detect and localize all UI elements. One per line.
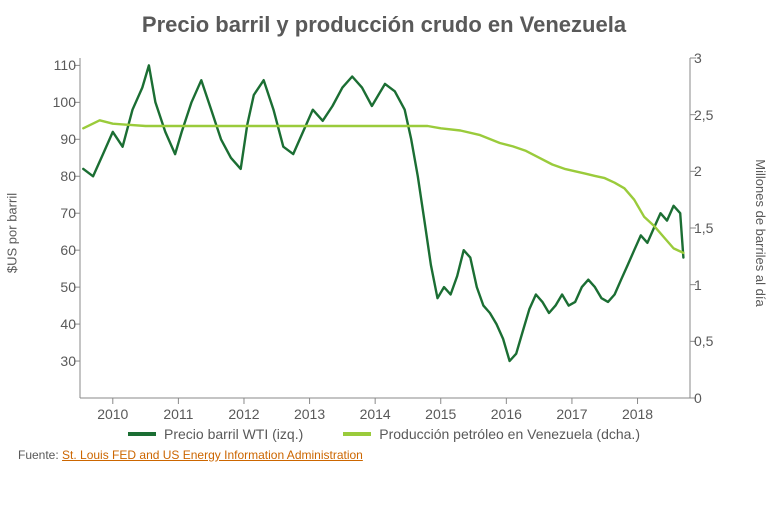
y-right-tick: 0 bbox=[694, 390, 702, 406]
source-prefix: Fuente: bbox=[18, 448, 62, 462]
chart-title: Precio barril y producción crudo en Vene… bbox=[18, 12, 750, 38]
y-left-tick: 90 bbox=[60, 131, 76, 147]
y-left-tick: 30 bbox=[60, 353, 76, 369]
x-tick: 2011 bbox=[163, 406, 193, 422]
legend: Precio barril WTI (izq.) Producción petró… bbox=[18, 426, 750, 442]
x-tick: 2014 bbox=[360, 406, 391, 422]
x-tick: 2013 bbox=[294, 406, 325, 422]
y-right-tick: 2 bbox=[694, 163, 702, 179]
y-left-tick: 80 bbox=[60, 168, 76, 184]
chart-svg bbox=[18, 44, 752, 422]
y-right-tick: 1,5 bbox=[694, 220, 713, 236]
y-left-tick: 70 bbox=[60, 205, 76, 221]
x-tick: 2018 bbox=[622, 406, 653, 422]
legend-swatch bbox=[343, 432, 371, 436]
x-tick: 2012 bbox=[228, 406, 259, 422]
x-tick: 2016 bbox=[491, 406, 522, 422]
y-right-tick: 2,5 bbox=[694, 107, 713, 123]
legend-swatch bbox=[128, 432, 156, 436]
y-left-tick: 50 bbox=[60, 279, 76, 295]
x-tick: 2015 bbox=[425, 406, 456, 422]
y-right-tick: 1 bbox=[694, 277, 702, 293]
x-tick: 2010 bbox=[97, 406, 128, 422]
y-left-tick: 110 bbox=[54, 57, 76, 73]
y-left-ticks: 30 40 50 60 70 80 90 100 110 bbox=[18, 44, 80, 422]
source-line: Fuente: St. Louis FED and US Energy Info… bbox=[18, 448, 750, 462]
plot-area: $US por barril Millones de barriles al d… bbox=[18, 44, 752, 422]
y-left-tick: 60 bbox=[60, 242, 76, 258]
legend-item: Precio barril WTI (izq.) bbox=[128, 426, 303, 442]
chart-container: Precio barril y producción crudo en Vene… bbox=[0, 0, 768, 522]
legend-item: Producción petróleo en Venezuela (dcha.) bbox=[343, 426, 640, 442]
legend-label: Producción petróleo en Venezuela (dcha.) bbox=[379, 426, 640, 442]
y-right-tick: 0,5 bbox=[694, 333, 713, 349]
y-right-ticks: 0 0,5 1 1,5 2 2,5 3 bbox=[690, 44, 752, 422]
source-link[interactable]: St. Louis FED and US Energy Information … bbox=[62, 448, 363, 462]
y-left-tick: 100 bbox=[53, 94, 76, 110]
y-right-tick: 3 bbox=[694, 50, 702, 66]
y-right-axis-label: Millones de barriles al día bbox=[753, 159, 768, 306]
legend-label: Precio barril WTI (izq.) bbox=[164, 426, 303, 442]
y-left-tick: 40 bbox=[60, 316, 76, 332]
x-tick: 2017 bbox=[556, 406, 587, 422]
